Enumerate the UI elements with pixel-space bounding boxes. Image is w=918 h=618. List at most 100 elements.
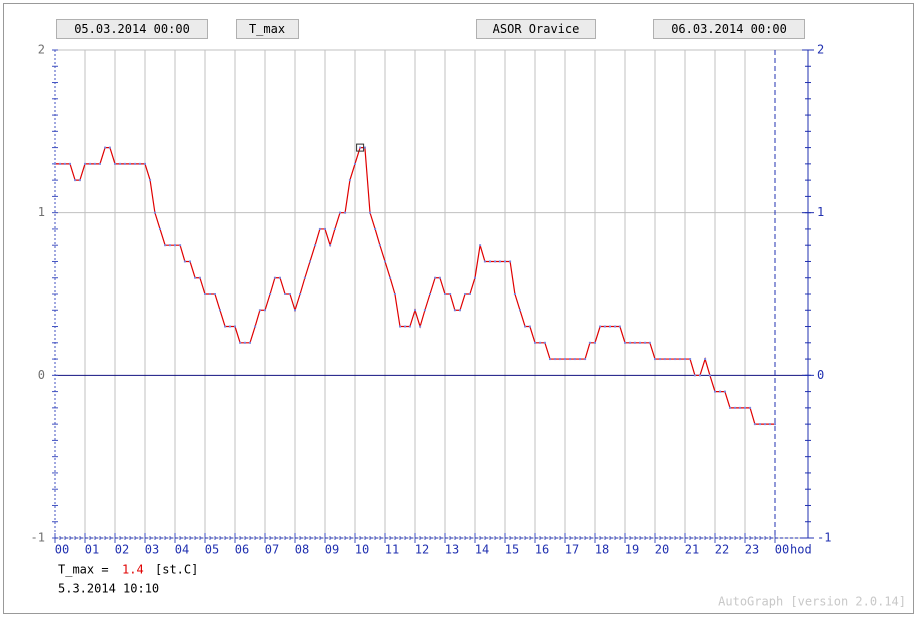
cursor-label: T_max = [58,563,109,577]
data-point [249,341,251,344]
header-box [236,19,299,39]
data-point [114,162,116,165]
data-point [618,325,621,328]
data-point [444,293,446,295]
data-point [273,276,276,279]
data-point [408,325,411,328]
data-point [704,358,707,361]
y2-tick-label: 1 [817,205,824,219]
data-point [453,309,456,312]
data-point [363,146,366,149]
y2-tick-label: 0 [817,368,824,382]
data-point [764,423,767,426]
data-point [438,276,441,279]
data-point [584,358,587,361]
x-tick-label: 19 [625,543,639,557]
data-point [434,276,437,279]
data-point [279,276,281,279]
data-point [509,260,512,263]
data-point [599,325,602,328]
data-point [78,179,81,182]
end-date: 06.03.2014 00:00 [671,22,787,36]
x-tick-label: 15 [505,543,519,557]
data-point [729,406,731,409]
x-tick-label: 05 [205,543,219,557]
data-point [699,374,701,377]
data-point [224,325,227,328]
data-point [384,260,386,263]
data-point [129,162,131,165]
data-point [498,260,501,263]
data-point [119,162,122,165]
x-tick-label: 00 [775,543,789,557]
data-point [534,341,536,344]
header-box [56,19,208,39]
data-point [513,293,516,295]
data-point [194,276,197,279]
data-point [324,227,326,230]
data-point [684,358,686,361]
data-point [489,260,491,263]
data-point [429,293,431,295]
x-tick-label: 14 [475,543,489,557]
x-tick-label: 08 [295,543,309,557]
cursor-marker [356,143,365,152]
data-point [449,293,452,295]
cursor-value: 1.4 [122,563,144,577]
frame [3,3,914,614]
data-point [134,162,137,165]
data-point [104,146,107,149]
x-tick-label: 22 [715,543,729,557]
data-point [399,325,401,328]
data-point [419,325,422,328]
data-point [183,260,186,263]
data-point [299,293,302,295]
data-point [393,293,396,295]
cursor-time: 5.3.2014 10:10 [58,582,159,596]
data-point [389,276,392,279]
data-point [663,358,666,361]
data-point [624,341,626,344]
y2-tick-label: -1 [817,531,831,545]
data-point [168,244,171,247]
data-point [74,179,77,182]
data-point [644,341,647,344]
data-point [303,276,306,279]
data-point [524,325,527,328]
data-point [123,162,126,165]
data-point [288,293,291,295]
data-point [738,406,741,409]
x-tick-label: 03 [145,543,159,557]
data-point [164,244,167,247]
data-point [314,244,317,247]
header-box [653,19,805,39]
data-point [318,227,321,230]
data-point [734,406,737,409]
x-tick-label: 18 [595,543,609,557]
data-point [264,309,266,312]
data-point [614,325,617,328]
data-point [558,358,561,361]
data-point [329,244,332,247]
y-tick-label: 2 [38,43,45,57]
data-point [678,358,681,361]
chart-title: ASOR Oravice [493,22,580,36]
data-point [99,162,101,165]
data-point [228,325,231,328]
x-tick-label: 21 [685,543,699,557]
x-tick-label: 20 [655,543,669,557]
y-tick-label: 1 [38,205,45,219]
data-point [759,423,761,426]
header-box [476,19,596,39]
data-point [339,211,341,214]
x-tick-label: 07 [265,543,279,557]
x-tick-label: 23 [745,543,759,557]
data-point [693,374,696,377]
data-point [723,390,726,393]
data-point [59,162,62,165]
data-point [213,293,216,295]
data-point [569,358,572,361]
data-point [254,325,257,328]
data-point [468,293,471,295]
